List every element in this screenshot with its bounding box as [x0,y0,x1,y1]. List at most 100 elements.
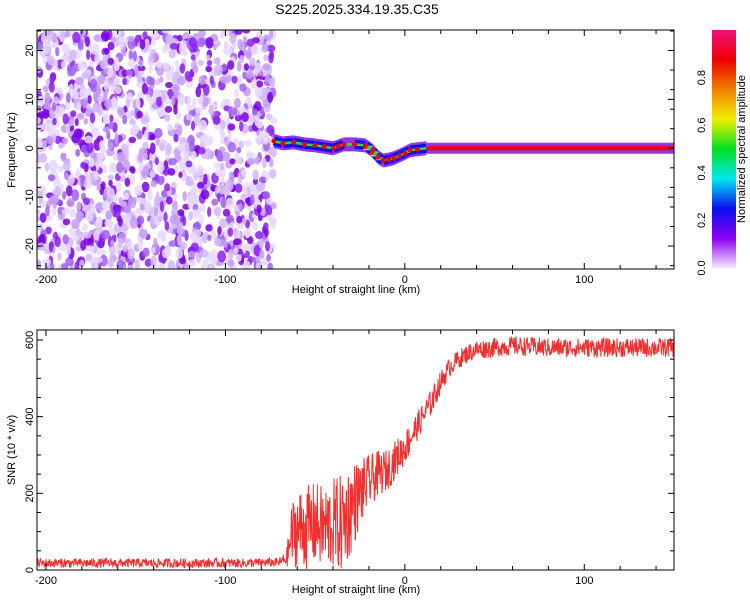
noise-blob [262,63,271,71]
noise-blob [100,248,107,257]
noise-blob [163,211,168,223]
noise-blob [47,55,55,66]
noise-blob [221,30,226,37]
noise-blob [113,207,121,218]
noise-blob [203,138,212,147]
noise-blob [113,77,121,86]
noise-blob [255,256,261,265]
noise-blob [149,133,156,141]
noise-blob [47,174,56,182]
track-peak [375,154,381,160]
noise-blob [189,186,197,198]
noise-blob [140,203,145,211]
noise-blob [269,30,274,39]
noise-blob [80,161,86,169]
noise-blob [213,206,222,216]
noise-blob [245,96,251,105]
noise-blob [183,262,190,269]
noise-blob [104,98,113,109]
noise-blob [85,209,94,222]
noise-blob [189,141,196,152]
noise-blob [217,250,227,263]
noise-blob [107,41,115,51]
noise-blob [186,95,191,107]
noise-blob [102,126,111,133]
noise-blob [69,208,76,218]
noise-blob [125,69,134,76]
noise-blob [185,75,193,82]
noise-blob [164,221,170,231]
noise-blob [244,260,251,269]
noise-blob [161,30,171,34]
noise-blob [173,85,178,98]
noise-blob [153,207,159,218]
noise-blob [160,232,166,243]
noise-blob [122,160,131,171]
noise-blob [91,262,96,269]
noise-blob [71,89,80,100]
noise-blob [136,130,143,140]
noise-blob [89,78,98,88]
noise-blob [201,236,208,244]
noise-blob [157,175,165,186]
noise-blob [251,221,259,231]
noise-blob [114,132,119,144]
noise-blob [242,70,247,80]
noise-blob [242,243,247,254]
noise-blob [228,171,235,182]
noise-blob [188,258,196,268]
noise-blob [178,158,187,171]
noise-blob [195,252,202,263]
noise-blob [89,112,96,124]
noise-blob [96,83,101,94]
noise-blob [215,56,221,66]
noise-blob [254,85,263,98]
noise-blob [244,228,251,239]
colorbar-gradient [712,30,736,268]
noise-blob [124,177,131,187]
noise-blob [204,148,212,160]
noise-blob [130,166,136,174]
noise-blob [203,173,208,185]
noise-blob [198,120,208,132]
noise-blob [145,94,151,102]
noise-blob [57,252,62,261]
noise-blob [220,196,227,209]
noise-blob [270,219,277,230]
noise-blob [101,200,111,210]
noise-blob [83,118,88,125]
snr-marks [37,336,674,570]
noise-blob [236,60,242,72]
noise-blob [164,183,171,192]
noise-blob [74,261,80,269]
colorbar-tick-label: 0.6 [696,118,708,133]
noise-blob [245,187,252,197]
track-peak [301,141,307,147]
y-tick-label: 400 [24,407,36,425]
noise-blob [155,191,160,203]
noise-blob [185,160,193,168]
noise-blob [75,168,81,178]
noise-blob [139,39,146,50]
noise-blob [263,54,269,61]
noise-blob [242,30,251,34]
noise-blob [200,262,206,269]
noise-blob [252,169,259,181]
noise-blob [155,78,161,86]
noise-blob [209,254,218,266]
noise-blob [142,165,150,176]
noise-blob [192,42,199,53]
noise-blob [269,168,277,179]
noise-blob [96,248,101,256]
noise-blob [52,96,60,105]
noise-blob [270,117,277,124]
noise-blob [141,115,150,124]
noise-blob [154,89,162,98]
noise-blob [221,63,228,72]
noise-blob [258,238,264,249]
noise-blob [72,31,81,44]
noise-blob [190,54,196,61]
noise-blob [191,209,201,219]
noise-blob [195,86,202,98]
noise-blob [237,38,244,50]
